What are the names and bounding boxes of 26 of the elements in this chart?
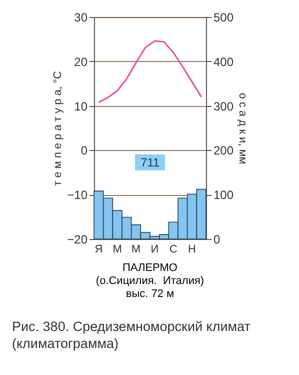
y-axis-title: т е м п е р а т у р а, °C (52, 71, 64, 186)
y-tick-label: 0 (80, 144, 88, 158)
y2-tick-label: 0 (214, 232, 220, 246)
x-tick-label: М (112, 244, 122, 256)
y-tick-label: −10 (67, 188, 88, 202)
y2-tick-label: 300 (214, 99, 234, 114)
line-series (98, 40, 202, 104)
x-tick-label: И (150, 244, 159, 256)
text: Рис. 380. Средиземноморский климат (климатограмма) (12, 318, 252, 352)
y-tick-label: 30 (74, 10, 88, 24)
y-tick-label: 20 (74, 54, 88, 69)
y-tick-label: 10 (74, 99, 88, 114)
x-tick-label: Н (188, 244, 196, 256)
x-tick-label: Я (94, 244, 103, 256)
y2-tick-label: 200 (214, 144, 234, 158)
y2-tick-label: 100 (214, 188, 234, 202)
x-tick-label: С (169, 244, 178, 256)
y2-tick-label: 500 (214, 10, 234, 24)
x-tick-label: М (131, 244, 141, 256)
y2-tick-label: 400 (214, 54, 234, 69)
text: (о.Сицилия. Италия) (94, 275, 206, 288)
y-tick-label: −20 (67, 232, 88, 246)
text: выс. 72 м (124, 288, 176, 301)
y2-axis-title: о с а д к и, мм (236, 92, 249, 164)
text: ПАЛЕРМО (122, 262, 178, 275)
annotation: 711 (140, 155, 160, 170)
